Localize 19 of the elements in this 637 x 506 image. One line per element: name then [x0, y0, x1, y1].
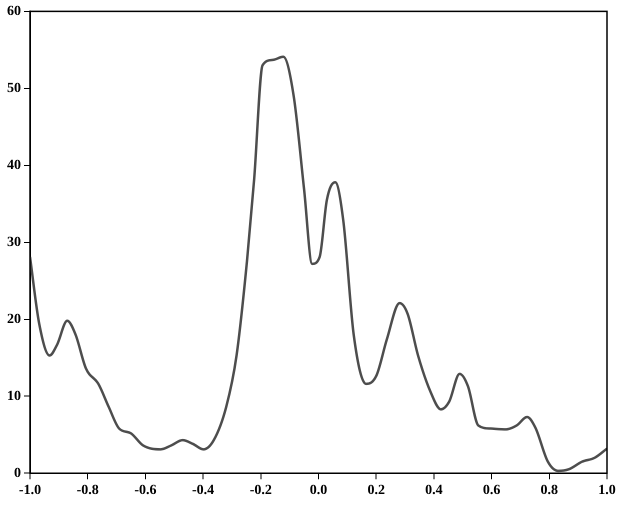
x-tick-label: -1.0	[18, 483, 42, 498]
y-tick-label: 30	[7, 234, 21, 250]
y-tick-label: 50	[7, 80, 21, 96]
y-tick-label: 20	[7, 312, 21, 327]
x-tick-label: 0.6	[482, 483, 500, 498]
y-tick-label: 40	[7, 158, 21, 173]
line-series	[30, 56, 607, 472]
x-tick-label: -0.8	[76, 483, 99, 498]
y-tick-label: 60	[7, 4, 21, 20]
y-tick-label: 0	[14, 466, 21, 481]
x-tick-label: -0.6	[134, 483, 156, 498]
y-tick-label: 10	[7, 388, 21, 404]
x-tick-label: 1.0	[598, 483, 616, 498]
x-tick-label: -0.4	[192, 483, 214, 498]
x-tick-label: 0.4	[425, 483, 443, 498]
x-tick-label: -0.2	[250, 483, 272, 498]
x-tick-label: 0.0	[310, 483, 328, 498]
x-tick-label: 0.2	[367, 483, 385, 498]
x-tick-label: 0.8	[540, 483, 558, 498]
